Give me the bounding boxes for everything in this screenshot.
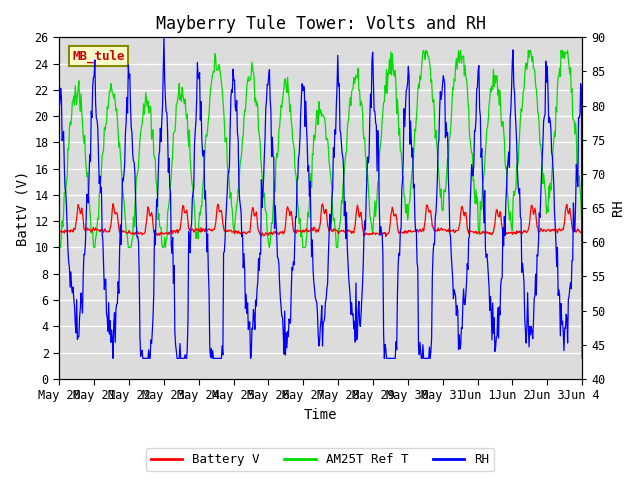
Legend: Battery V, AM25T Ref T, RH: Battery V, AM25T Ref T, RH [146, 448, 494, 471]
Y-axis label: RH: RH [611, 200, 625, 216]
Y-axis label: BattV (V): BattV (V) [15, 170, 29, 246]
X-axis label: Time: Time [304, 408, 337, 422]
Text: MB_tule: MB_tule [72, 49, 125, 62]
Title: Mayberry Tule Tower: Volts and RH: Mayberry Tule Tower: Volts and RH [156, 15, 486, 33]
